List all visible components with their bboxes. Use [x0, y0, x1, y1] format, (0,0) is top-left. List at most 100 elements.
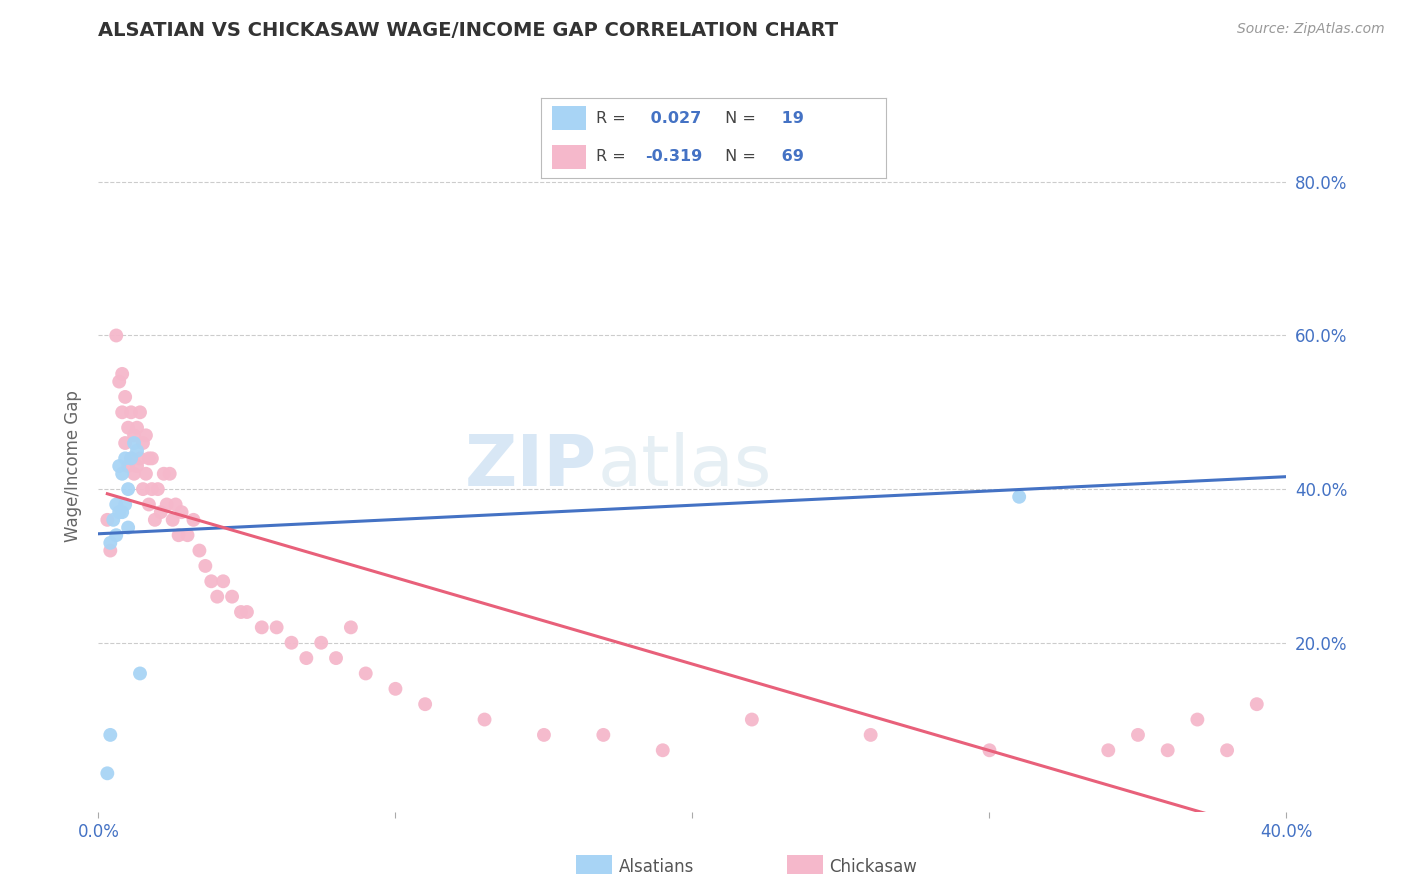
Point [340, 620, 363, 634]
Text: N =: N = [720, 149, 762, 164]
Point [111, 467, 134, 481]
Point [125, 458, 148, 473]
Point [384, 681, 406, 696]
Point [98, 543, 121, 558]
Point [135, 467, 157, 481]
Point [474, 713, 496, 727]
Point [117, 458, 139, 473]
Point [592, 728, 614, 742]
Point [295, 651, 318, 665]
Point [114, 436, 136, 450]
Point [413, 697, 436, 711]
Point [325, 651, 347, 665]
Point [533, 728, 555, 742]
Text: 0.027: 0.027 [645, 111, 702, 126]
Point [138, 451, 160, 466]
Point [1246, 697, 1268, 711]
Point [183, 513, 205, 527]
Point [1008, 490, 1031, 504]
Point [143, 513, 166, 527]
Text: atlas: atlas [598, 432, 772, 500]
Point [188, 543, 211, 558]
Point [354, 666, 377, 681]
Point [117, 420, 139, 434]
Point [135, 428, 157, 442]
Point [859, 728, 882, 742]
Text: 19: 19 [776, 111, 803, 126]
Point [194, 558, 217, 573]
Point [651, 743, 673, 757]
Point [111, 505, 134, 519]
Point [125, 443, 148, 458]
Point [149, 505, 172, 519]
Point [207, 590, 229, 604]
Text: Chickasaw: Chickasaw [830, 858, 917, 876]
Text: R =: R = [596, 149, 631, 164]
Point [266, 620, 288, 634]
Point [741, 713, 763, 727]
Text: -0.319: -0.319 [645, 149, 702, 164]
Text: Source: ZipAtlas.com: Source: ZipAtlas.com [1237, 22, 1385, 37]
Point [122, 428, 145, 442]
Point [212, 574, 235, 589]
Point [105, 528, 128, 542]
Point [108, 505, 131, 519]
Point [141, 451, 163, 466]
Point [125, 420, 148, 434]
Point [114, 498, 136, 512]
Point [96, 513, 118, 527]
Text: ALSATIAN VS CHICKASAW WAGE/INCOME GAP CORRELATION CHART: ALSATIAN VS CHICKASAW WAGE/INCOME GAP CO… [98, 21, 838, 40]
Point [176, 528, 198, 542]
Point [105, 328, 128, 343]
Point [138, 498, 160, 512]
Point [122, 467, 145, 481]
Point [170, 505, 193, 519]
Point [1097, 743, 1119, 757]
Point [111, 367, 134, 381]
Point [129, 451, 152, 466]
Point [1156, 743, 1178, 757]
Point [105, 498, 128, 512]
Point [98, 728, 121, 742]
Point [1187, 713, 1209, 727]
Point [120, 451, 142, 466]
Bar [551, 106, 586, 130]
Text: N =: N = [720, 111, 762, 126]
Point [280, 636, 302, 650]
Point [1216, 743, 1239, 757]
Point [146, 482, 169, 496]
Point [309, 636, 332, 650]
Point [111, 405, 134, 419]
Point [200, 574, 222, 589]
Point [122, 436, 145, 450]
Point [141, 482, 163, 496]
Point [114, 390, 136, 404]
Point [132, 482, 155, 496]
Point [108, 375, 131, 389]
Y-axis label: Wage/Income Gap: Wage/Income Gap [65, 390, 83, 542]
Point [162, 513, 184, 527]
Point [108, 458, 131, 473]
Point [159, 467, 181, 481]
Point [156, 498, 179, 512]
Point [98, 536, 121, 550]
Point [167, 528, 190, 542]
Point [129, 405, 152, 419]
Point [1126, 728, 1149, 742]
Point [103, 513, 125, 527]
Text: Alsatians: Alsatians [619, 858, 695, 876]
Point [117, 482, 139, 496]
Point [129, 666, 152, 681]
Text: R =: R = [596, 111, 631, 126]
Point [120, 451, 142, 466]
Point [120, 405, 142, 419]
Bar [551, 145, 586, 169]
Text: ZIP: ZIP [465, 432, 598, 500]
Point [165, 498, 187, 512]
Point [979, 743, 1001, 757]
Point [96, 766, 118, 780]
Point [152, 467, 174, 481]
Point [132, 436, 155, 450]
Point [221, 590, 243, 604]
Point [250, 620, 273, 634]
